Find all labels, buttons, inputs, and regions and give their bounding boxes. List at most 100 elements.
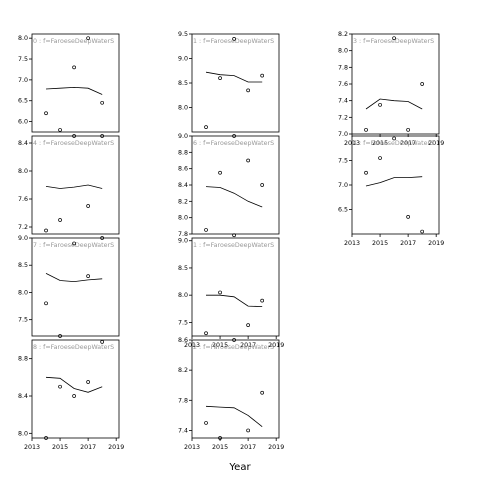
y-tick-label: 7.5 (18, 56, 28, 63)
x-tick-label: 2017 (400, 140, 416, 147)
y-tick-label: 8.6 (178, 337, 188, 344)
trend-line (205, 186, 263, 208)
trend-line (45, 184, 103, 189)
data-point (378, 156, 382, 160)
y-tick-label: 8.8 (178, 149, 188, 156)
y-tick-label: 8.5 (178, 265, 188, 272)
data-point (204, 228, 208, 232)
y-tick-label: 6.5 (338, 207, 348, 214)
data-point (58, 218, 62, 222)
data-point (44, 301, 48, 306)
data-point (58, 128, 62, 132)
x-tick-label: 2013 (184, 444, 200, 451)
y-tick-label: 8.4 (18, 140, 28, 147)
y-tick-label: 7.4 (178, 427, 188, 434)
panel-frame (191, 33, 280, 133)
data-point (44, 228, 48, 233)
data-point (246, 323, 250, 327)
y-tick-label: 7.8 (178, 397, 188, 404)
x-tick-label: 2015 (52, 444, 68, 451)
y-tick-label: 9.0 (178, 56, 188, 63)
y-tick-label: 8.0 (18, 430, 28, 437)
y-tick-label: 7.2 (18, 224, 28, 231)
data-point (406, 127, 410, 132)
data-point (406, 215, 410, 219)
data-point (44, 436, 48, 440)
y-tick-label: 6.0 (18, 119, 28, 126)
y-tick-label: 8.4 (18, 393, 28, 400)
trend-line (206, 294, 263, 307)
panel-frame (351, 135, 440, 235)
panel-strip-label: 4 : f=FaroeseDeepWaterS (353, 140, 434, 147)
data-point (204, 125, 208, 129)
y-tick-label: 8.0 (178, 105, 188, 112)
panel-frame (191, 237, 280, 337)
y-tick-label: 9.0 (18, 235, 28, 242)
y-tick-label: 8.2 (178, 198, 188, 205)
data-point (420, 229, 425, 234)
y-tick-label: 7.8 (338, 64, 348, 71)
y-tick-label: 8.0 (338, 48, 348, 55)
data-point (260, 183, 265, 187)
data-point (420, 82, 425, 86)
data-point (58, 334, 62, 338)
panel-strip-label: 0 : f=FaroeseDeepWaterS (33, 38, 114, 45)
x-tick-label: 2017 (240, 342, 256, 349)
y-tick-label: 8.0 (178, 215, 188, 222)
y-tick-label: 8.2 (178, 367, 188, 374)
y-tick-label: 7.6 (18, 196, 28, 203)
data-point (246, 428, 250, 433)
y-tick-label: 8.5 (18, 262, 28, 269)
x-tick-label: 2015 (372, 140, 388, 147)
y-tick-label: 7.5 (338, 158, 348, 165)
data-point (44, 111, 48, 116)
data-point (100, 340, 105, 344)
panel-strip-label: 1 : f=FaroeseDeepWaterS (193, 38, 274, 45)
data-point (232, 233, 236, 238)
data-point (232, 37, 236, 41)
panel-frame (31, 237, 120, 337)
panel-strip-label: 4 : f=FaroeseDeepWaterS (33, 140, 114, 147)
y-tick-label: 6.5 (18, 98, 28, 105)
data-point (364, 127, 368, 132)
y-tick-label: 7.5 (18, 317, 28, 324)
data-point (218, 76, 222, 80)
x-tick-label: 2013 (24, 444, 40, 451)
panel-frame (191, 135, 280, 235)
x-tick-label: 2019 (108, 444, 124, 451)
y-tick-label: 9.5 (178, 31, 188, 38)
data-point (72, 394, 76, 398)
data-point (246, 158, 250, 163)
trend-line (45, 86, 103, 95)
x-tick-label: 2015 (372, 240, 388, 247)
x-tick-label: 2019 (428, 140, 444, 147)
panel-strip-label: 3 : f=FaroeseDeepWaterS (353, 38, 434, 45)
data-point (392, 136, 396, 141)
data-point (72, 65, 76, 70)
x-axis-label: Year (228, 462, 251, 473)
data-point (218, 436, 222, 440)
y-tick-label: 9.0 (178, 238, 188, 245)
panel-strip-label: 8 : f=FaroeseDeepWaterS (33, 344, 114, 351)
data-point (86, 380, 90, 384)
x-tick-label: 2017 (80, 444, 96, 451)
y-tick-label: 7.5 (178, 319, 188, 326)
data-point (72, 134, 76, 138)
y-tick-label: 7.6 (338, 81, 348, 88)
data-point (232, 134, 236, 138)
trend-line (45, 376, 103, 393)
panel-frame (31, 33, 120, 133)
panel-strip-label: 2 : f=FaroeseDeepWaterS (193, 344, 274, 351)
data-point (260, 298, 265, 303)
y-tick-label: 7.8 (178, 231, 188, 238)
panel-frame (31, 135, 120, 235)
data-point (204, 421, 208, 425)
y-tick-label: 8.4 (178, 182, 188, 189)
y-tick-label: 8.2 (338, 31, 348, 38)
data-point (58, 384, 62, 389)
x-tick-label: 2015 (212, 342, 228, 349)
data-point (260, 390, 265, 395)
x-tick-label: 2019 (268, 342, 284, 349)
panel-strip-label: 7 : f=FaroeseDeepWaterS (33, 242, 114, 249)
panel-frame (191, 339, 280, 439)
